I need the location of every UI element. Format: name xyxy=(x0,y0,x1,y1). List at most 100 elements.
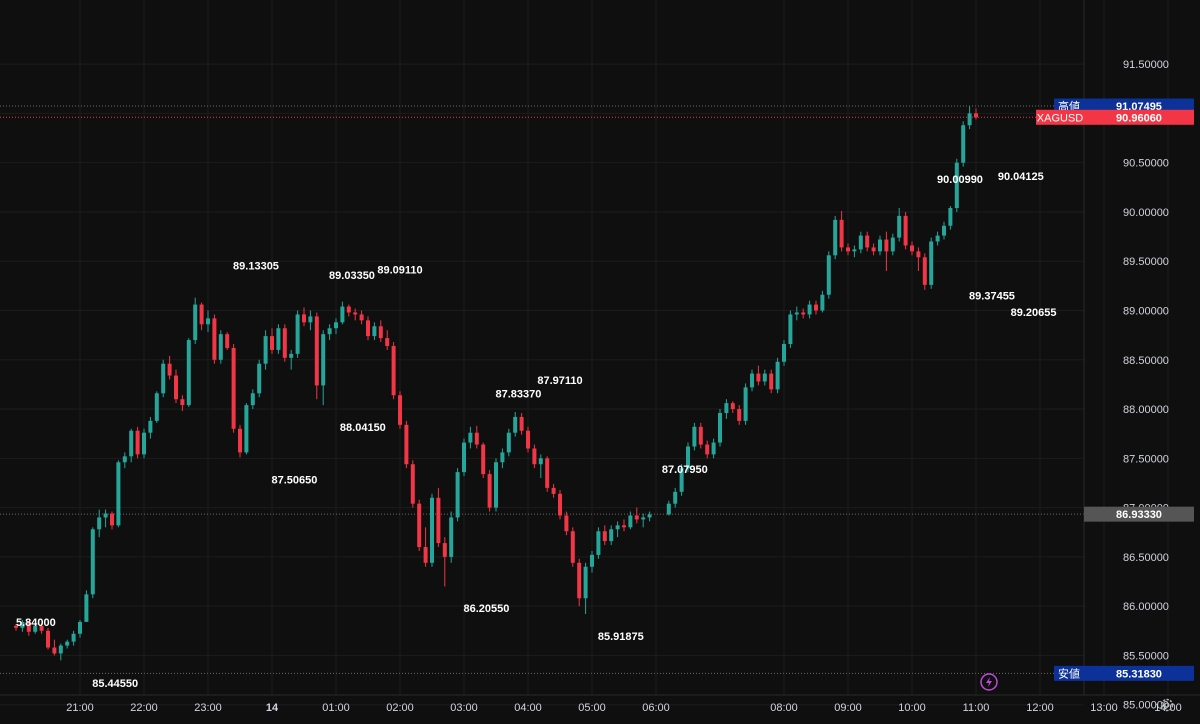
candle[interactable] xyxy=(52,639,57,656)
candle[interactable] xyxy=(538,454,543,479)
candle[interactable] xyxy=(174,369,178,404)
candle[interactable] xyxy=(321,330,326,406)
candle[interactable] xyxy=(359,310,364,325)
candle[interactable] xyxy=(641,513,646,528)
candle[interactable] xyxy=(884,231,889,272)
candle[interactable] xyxy=(404,420,409,469)
candle[interactable] xyxy=(782,340,786,366)
candle[interactable] xyxy=(398,391,402,429)
candle[interactable] xyxy=(910,241,914,256)
candle[interactable] xyxy=(295,310,300,358)
candle[interactable] xyxy=(212,314,217,364)
candle[interactable] xyxy=(974,108,978,120)
candle[interactable] xyxy=(967,106,972,130)
candle[interactable] xyxy=(327,324,332,341)
candle[interactable] xyxy=(903,211,908,250)
candle[interactable] xyxy=(769,369,774,394)
candle[interactable] xyxy=(705,440,710,459)
candle[interactable] xyxy=(775,357,780,394)
candle[interactable] xyxy=(142,428,146,459)
candle[interactable] xyxy=(858,231,863,254)
candle[interactable] xyxy=(526,426,530,453)
candle[interactable] xyxy=(545,456,550,492)
candle[interactable] xyxy=(186,338,191,408)
candle[interactable] xyxy=(161,359,166,398)
candle[interactable] xyxy=(954,158,959,212)
candle[interactable] xyxy=(532,444,537,469)
candle[interactable] xyxy=(494,458,498,512)
candle[interactable] xyxy=(724,399,729,419)
candle[interactable] xyxy=(871,243,876,256)
candle[interactable] xyxy=(71,630,76,646)
candle[interactable] xyxy=(570,527,575,567)
candle[interactable] xyxy=(762,369,767,386)
candle[interactable] xyxy=(673,487,678,508)
candle[interactable] xyxy=(679,464,684,496)
candle[interactable] xyxy=(698,422,703,449)
candle[interactable] xyxy=(238,424,242,458)
candle[interactable] xyxy=(385,330,390,350)
lightning-icon[interactable] xyxy=(980,673,998,691)
candle[interactable] xyxy=(423,527,428,567)
candle[interactable] xyxy=(90,527,95,599)
candle[interactable] xyxy=(449,511,454,563)
candle[interactable] xyxy=(551,483,556,498)
candle[interactable] xyxy=(942,221,946,240)
candle[interactable] xyxy=(14,623,18,631)
candle[interactable] xyxy=(378,320,383,343)
candle[interactable] xyxy=(622,519,626,532)
candle[interactable] xyxy=(462,438,466,477)
candle[interactable] xyxy=(231,344,236,433)
candle[interactable] xyxy=(353,308,358,321)
candle[interactable] xyxy=(26,620,31,636)
candle[interactable] xyxy=(244,403,249,455)
candle[interactable] xyxy=(430,493,434,567)
candle[interactable] xyxy=(558,489,562,520)
candles[interactable] xyxy=(14,106,978,661)
candle[interactable] xyxy=(366,316,370,341)
candle[interactable] xyxy=(718,409,722,447)
candle[interactable] xyxy=(929,237,934,289)
candle[interactable] xyxy=(154,391,159,423)
candle[interactable] xyxy=(583,562,588,615)
candle[interactable] xyxy=(519,412,524,435)
candle[interactable] xyxy=(730,401,735,413)
candle[interactable] xyxy=(340,301,345,325)
candle[interactable] xyxy=(129,428,134,463)
candle[interactable] xyxy=(103,509,108,528)
candle[interactable] xyxy=(436,487,441,548)
candle[interactable] xyxy=(609,525,614,546)
candle[interactable] xyxy=(487,470,492,512)
candle[interactable] xyxy=(826,251,831,299)
candle[interactable] xyxy=(110,511,114,530)
candle[interactable] xyxy=(193,297,198,345)
candle[interactable] xyxy=(846,243,850,256)
candle[interactable] xyxy=(65,639,70,649)
candle[interactable] xyxy=(961,121,966,167)
candle[interactable] xyxy=(148,416,153,439)
candle[interactable] xyxy=(481,442,486,479)
candle[interactable] xyxy=(314,312,319,400)
candle[interactable] xyxy=(513,412,518,437)
candle[interactable] xyxy=(334,318,338,335)
candle[interactable] xyxy=(865,231,870,252)
candle[interactable] xyxy=(743,383,748,425)
candle[interactable] xyxy=(737,405,742,425)
candle[interactable] xyxy=(628,511,633,530)
candle[interactable] xyxy=(820,290,825,313)
candle[interactable] xyxy=(270,328,274,354)
candle[interactable] xyxy=(78,619,82,638)
candle[interactable] xyxy=(468,426,473,449)
candle[interactable] xyxy=(33,623,38,634)
candle[interactable] xyxy=(308,310,313,331)
candle[interactable] xyxy=(916,247,921,272)
candle[interactable] xyxy=(634,507,639,524)
candle[interactable] xyxy=(282,324,287,362)
candle[interactable] xyxy=(180,395,185,412)
candle[interactable] xyxy=(302,307,306,327)
candle[interactable] xyxy=(686,442,690,473)
candle[interactable] xyxy=(897,208,902,242)
candle[interactable] xyxy=(711,438,716,459)
